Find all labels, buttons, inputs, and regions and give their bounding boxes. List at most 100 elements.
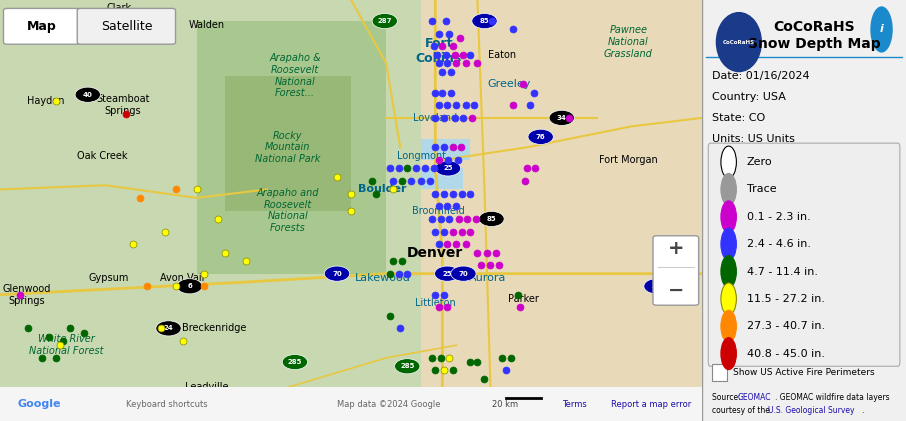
Circle shape <box>721 228 737 260</box>
Text: Loveland: Loveland <box>413 113 458 123</box>
Ellipse shape <box>717 13 761 72</box>
Text: Keyboard shortcuts: Keyboard shortcuts <box>126 400 208 409</box>
Polygon shape <box>197 21 386 274</box>
Circle shape <box>395 359 419 374</box>
Polygon shape <box>316 0 702 421</box>
Text: Denver: Denver <box>407 245 464 260</box>
Circle shape <box>721 310 737 342</box>
Text: Breckenridge: Breckenridge <box>182 323 246 333</box>
Text: i: i <box>880 24 883 35</box>
Text: State: CO: State: CO <box>712 113 766 123</box>
Circle shape <box>472 13 497 29</box>
Text: Snowmass, Aspen: Snowmass, Aspen <box>8 395 97 405</box>
Text: 27.3 - 40.7 in.: 27.3 - 40.7 in. <box>747 321 825 331</box>
Text: Map: Map <box>27 20 57 32</box>
FancyBboxPatch shape <box>653 236 699 305</box>
Circle shape <box>479 211 504 226</box>
Text: Report a map error: Report a map error <box>611 400 691 409</box>
Polygon shape <box>421 139 470 160</box>
Polygon shape <box>421 168 463 189</box>
Circle shape <box>372 13 398 29</box>
Text: Clark: Clark <box>107 3 132 13</box>
Text: 85: 85 <box>479 18 489 24</box>
Text: +: + <box>668 239 684 258</box>
Text: 76: 76 <box>535 134 545 140</box>
Text: 20 km: 20 km <box>491 400 517 409</box>
Text: Littleton: Littleton <box>415 298 456 308</box>
Text: CoCoRaHS: CoCoRaHS <box>723 40 755 45</box>
Text: Parker: Parker <box>507 294 538 304</box>
Circle shape <box>75 87 101 102</box>
Text: Lakewood: Lakewood <box>355 273 410 283</box>
Circle shape <box>721 338 737 370</box>
Text: Show US Active Fire Perimeters: Show US Active Fire Perimeters <box>733 368 874 377</box>
Circle shape <box>156 321 181 336</box>
Text: Boulder: Boulder <box>359 184 407 195</box>
Text: Country: USA: Country: USA <box>712 92 786 102</box>
Text: 4.7 - 11.4 in.: 4.7 - 11.4 in. <box>747 266 818 277</box>
Text: 40.8 - 45.0 in.: 40.8 - 45.0 in. <box>747 349 825 359</box>
Circle shape <box>721 146 737 178</box>
Circle shape <box>721 201 737 233</box>
Circle shape <box>549 110 574 125</box>
Polygon shape <box>0 0 421 421</box>
Text: Gypsum: Gypsum <box>89 273 129 283</box>
Text: −: − <box>668 281 684 300</box>
Text: White River
National Forest: White River National Forest <box>30 334 104 356</box>
Circle shape <box>177 279 202 294</box>
Text: Units: US Units: Units: US Units <box>712 134 795 144</box>
Text: Longmont: Longmont <box>397 151 446 161</box>
Text: CoCoRaHS: CoCoRaHS <box>774 20 855 35</box>
Circle shape <box>721 283 737 315</box>
Circle shape <box>283 354 307 370</box>
Circle shape <box>871 6 892 53</box>
Text: Steamboat
Springs: Steamboat Springs <box>96 94 149 116</box>
Text: Fort
Collins: Fort Collins <box>416 37 462 64</box>
Text: 70: 70 <box>458 271 468 277</box>
Text: Greeley: Greeley <box>487 79 531 89</box>
FancyBboxPatch shape <box>4 8 81 44</box>
Text: 285: 285 <box>400 363 414 369</box>
Circle shape <box>451 266 476 281</box>
Bar <box>0 387 702 421</box>
Text: 34: 34 <box>557 115 566 121</box>
Text: Rocky
Mountain
National Park: Rocky Mountain National Park <box>255 131 321 164</box>
Text: Hayden: Hayden <box>27 96 64 106</box>
Text: Snow Depth Map: Snow Depth Map <box>748 37 881 51</box>
Text: Leadville: Leadville <box>186 382 229 392</box>
Text: GEOMAC: GEOMAC <box>737 393 771 402</box>
Text: Pawnee
National
Grassland: Pawnee National Grassland <box>604 26 653 59</box>
Circle shape <box>436 161 460 176</box>
FancyBboxPatch shape <box>712 364 727 381</box>
Text: 24: 24 <box>164 325 173 331</box>
Text: Source:: Source: <box>712 393 743 402</box>
Circle shape <box>721 173 737 205</box>
Text: Arapaho and
Roosevelt
National
Forests: Arapaho and Roosevelt National Forests <box>256 188 319 233</box>
Text: courtesy of the: courtesy of the <box>712 406 773 415</box>
Text: 40: 40 <box>82 92 92 98</box>
Text: 6: 6 <box>188 283 192 289</box>
Text: 285: 285 <box>288 359 302 365</box>
Text: Oak Creek: Oak Creek <box>77 151 127 161</box>
Text: .: . <box>861 406 863 415</box>
Text: Satellite: Satellite <box>101 20 152 32</box>
Circle shape <box>644 279 670 294</box>
Text: Avon Vail: Avon Vail <box>160 273 205 283</box>
Text: Arapaho &
Roosevelt
National
Forest...: Arapaho & Roosevelt National Forest... <box>269 53 321 98</box>
Text: Trace: Trace <box>747 184 776 195</box>
Text: 25: 25 <box>443 165 453 171</box>
Text: Fort Morgan: Fort Morgan <box>599 155 658 165</box>
Text: 0.1 - 2.3 in.: 0.1 - 2.3 in. <box>747 212 811 222</box>
Text: Broomfield: Broomfield <box>412 205 465 216</box>
Text: Walden: Walden <box>189 20 226 30</box>
Text: 70: 70 <box>333 271 342 277</box>
FancyBboxPatch shape <box>708 143 900 366</box>
Text: Eaton: Eaton <box>488 50 516 60</box>
Text: 287: 287 <box>378 18 392 24</box>
Text: Google: Google <box>17 399 61 409</box>
FancyBboxPatch shape <box>77 8 176 44</box>
Text: Date: 01/16/2024: Date: 01/16/2024 <box>712 71 810 81</box>
Text: 2.4 - 4.6 in.: 2.4 - 4.6 in. <box>747 239 811 249</box>
Text: . GEOMAC wildfire data layers: . GEOMAC wildfire data layers <box>775 393 889 402</box>
Text: Glenwood
Springs: Glenwood Springs <box>3 284 51 306</box>
